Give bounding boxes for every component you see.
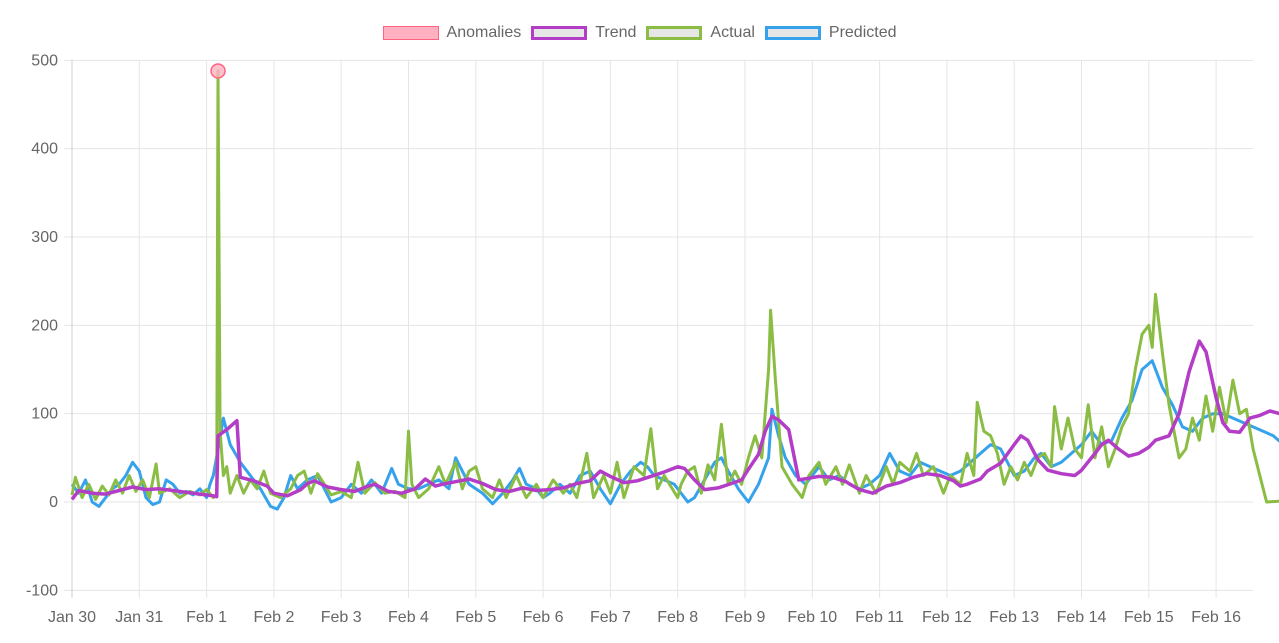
x-tick-label: Feb 5 (455, 609, 496, 626)
x-tick-label: Feb 14 (1057, 609, 1107, 626)
x-tick-label: Feb 2 (253, 609, 294, 626)
y-tick-label: -100 (26, 582, 58, 599)
x-tick-label: Feb 16 (1191, 609, 1241, 626)
x-tick-label: Feb 1 (186, 609, 227, 626)
legend-label: Predicted (828, 24, 897, 41)
x-tick-label: Feb 12 (922, 609, 972, 626)
y-tick-label: 0 (49, 494, 58, 511)
anomalies-swatch-icon (382, 26, 439, 40)
x-tick-label: Feb 11 (855, 609, 904, 626)
x-tick-label: Feb 6 (523, 609, 564, 626)
y-tick-label: 500 (31, 52, 58, 69)
x-tick-label: Feb 9 (725, 609, 766, 626)
actual-line (70, 69, 1279, 504)
x-tick-label: Feb 3 (321, 609, 362, 626)
y-tick-label: 200 (31, 317, 58, 334)
x-tick-label: Feb 10 (787, 609, 837, 626)
predicted-line (70, 359, 1279, 511)
x-tick-label: Feb 4 (388, 609, 429, 626)
legend-item-actual[interactable]: Actual (646, 24, 755, 42)
x-tick-label: Feb 15 (1124, 609, 1174, 626)
predicted-swatch-icon (764, 26, 821, 40)
legend-item-predicted[interactable]: Predicted (764, 24, 897, 42)
series-lines (70, 69, 1279, 511)
y-tick-label: 300 (31, 229, 58, 246)
actual-swatch-icon (646, 26, 703, 40)
y-tick-label: 400 (31, 141, 58, 158)
legend-item-anomalies[interactable]: Anomalies (382, 24, 522, 42)
legend-item-trend[interactable]: Trend (531, 24, 636, 42)
legend-label: Anomalies (446, 24, 522, 41)
chart-legend: Anomalies Trend Actual Predicted (0, 24, 1279, 42)
gridlines (64, 59, 1253, 598)
legend-label: Trend (595, 24, 637, 41)
anomaly-points (210, 63, 226, 79)
x-tick-label: Jan 30 (48, 609, 96, 626)
x-tick-label: Feb 8 (657, 609, 698, 626)
x-tick-label: Feb 7 (590, 609, 631, 626)
y-axis: 500 400 300 200 100 0 -100 (26, 52, 58, 599)
x-axis: Jan 30 Jan 31 Feb 1 Feb 2 Feb 3 Feb 4 Feb 5 Feb… (48, 609, 1241, 626)
trend-swatch-icon (531, 26, 588, 40)
anomaly-point[interactable] (210, 63, 226, 79)
trend-line (70, 339, 1279, 501)
x-tick-label: Feb 13 (989, 609, 1039, 626)
y-tick-label: 100 (31, 406, 58, 423)
legend-label: Actual (710, 24, 755, 41)
x-tick-label: Jan 31 (115, 609, 163, 626)
